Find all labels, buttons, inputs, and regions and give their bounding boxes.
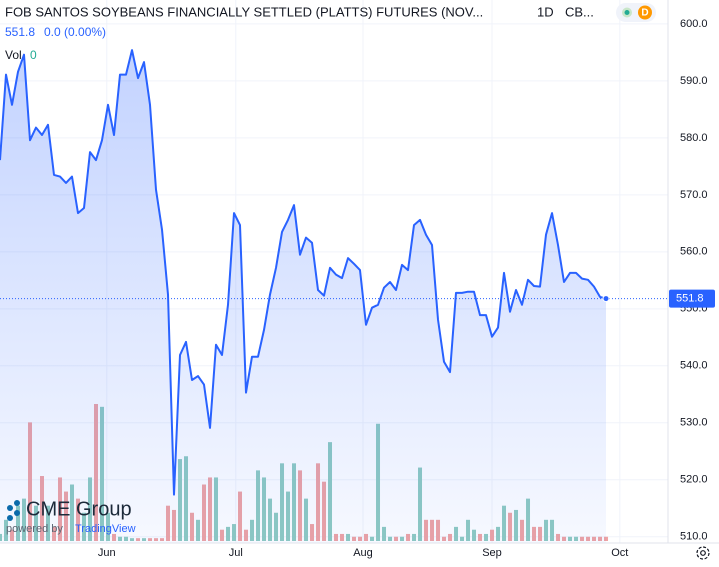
status-dot-core [624, 10, 630, 15]
logo-powered: powered by [6, 523, 63, 535]
exchange: CB... [565, 4, 594, 19]
y-tick-label: 540.0 [680, 360, 708, 372]
last-price-tag [669, 289, 715, 308]
last-price-tag-label: 551.8 [676, 292, 704, 304]
last-price: 551.8 [5, 25, 35, 39]
logo-dot [14, 510, 20, 516]
logo-provider[interactable]: TradingView [75, 523, 136, 535]
gear-inner [700, 550, 706, 556]
x-tick-label: Oct [611, 547, 628, 559]
delay-badge-text: D [641, 8, 648, 19]
y-tick-label: 580.0 [680, 132, 708, 144]
x-tick-label: Sep [482, 547, 502, 559]
y-tick-label: 600.0 [680, 18, 708, 30]
volume-value: 0 [30, 48, 37, 62]
delay-badge [638, 5, 652, 20]
y-tick-label: 530.0 [680, 417, 708, 429]
symbol-title: FOB SANTOS SOYBEANS FINANCIALLY SETTLED … [5, 4, 483, 19]
logo-dot [14, 500, 20, 506]
logo-dot [7, 505, 13, 511]
gear-outer [696, 546, 710, 560]
area-fill [0, 50, 607, 543]
volume-bar [604, 536, 609, 541]
price-change: 0.0 (0.00%) [44, 25, 106, 39]
logo-name: CME Group [26, 498, 132, 520]
interval: 1D [537, 4, 554, 19]
x-tick-label: Jul [229, 547, 243, 559]
y-tick-label: 560.0 [680, 246, 708, 258]
y-tick-label: 570.0 [680, 189, 708, 201]
x-tick-label: Jun [98, 547, 116, 559]
logo-dot [7, 515, 13, 521]
volume-label: Vol [5, 48, 22, 62]
settings-icon[interactable] [696, 546, 710, 560]
y-tick-label: 510.0 [680, 531, 708, 543]
y-tick-label: 590.0 [680, 75, 708, 87]
last-point [602, 295, 610, 303]
price-line [0, 49, 607, 496]
x-tick-label: Aug [353, 547, 373, 559]
y-tick-label: 520.0 [680, 474, 708, 486]
